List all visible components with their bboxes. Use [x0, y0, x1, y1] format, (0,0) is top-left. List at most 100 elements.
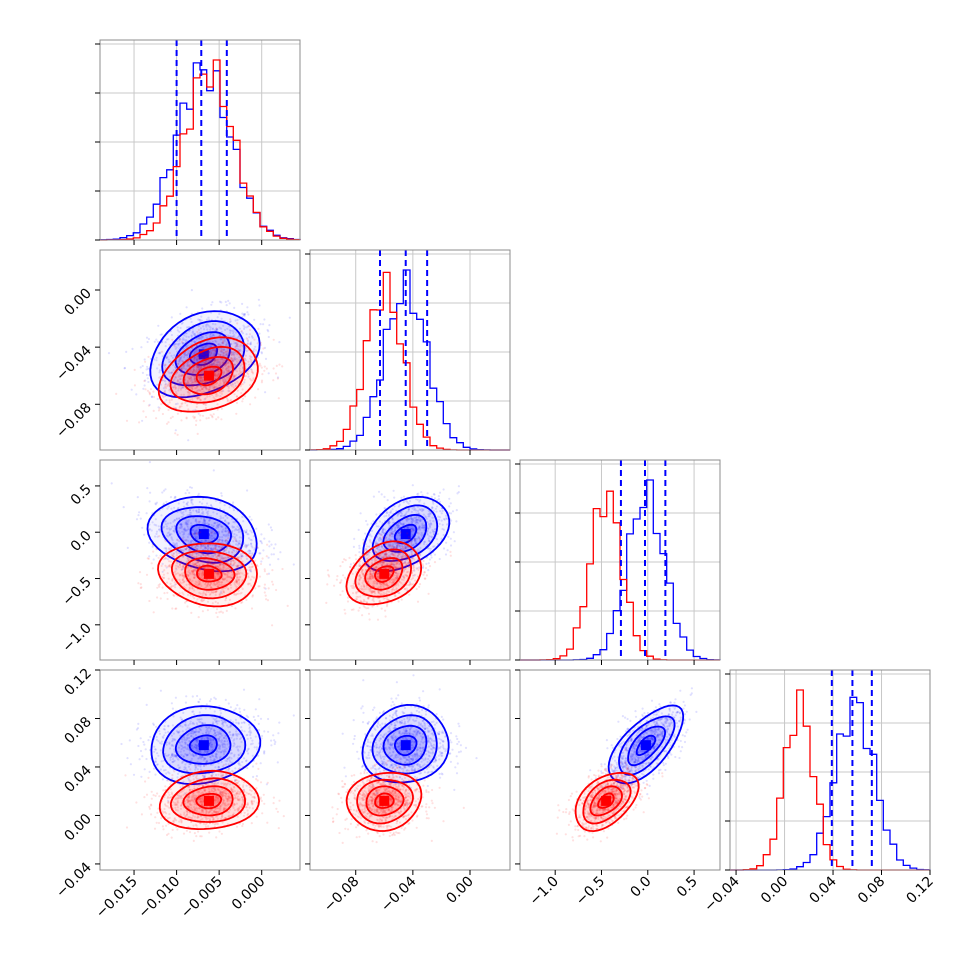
- scatter-point: [244, 354, 247, 357]
- scatter-point: [196, 390, 199, 393]
- scatter-point: [247, 575, 250, 578]
- scatter-point: [180, 374, 183, 377]
- scatter-point: [249, 569, 252, 573]
- scatter-point: [204, 586, 208, 589]
- scatter-point: [212, 583, 215, 586]
- scatter-point: [427, 569, 430, 572]
- scatter-point: [195, 564, 199, 568]
- scatter-point: [235, 575, 239, 579]
- scatter-point: [233, 549, 236, 552]
- scatter-point: [267, 523, 270, 526]
- scatter-point: [204, 522, 207, 525]
- scatter-point: [238, 369, 241, 372]
- scatter-point: [197, 508, 200, 511]
- scatter-point: [227, 571, 230, 574]
- scatter-point: [192, 569, 195, 573]
- scatter-point: [219, 379, 222, 382]
- scatter-point: [269, 526, 272, 529]
- scatter-point: [245, 326, 248, 329]
- scatter-point: [188, 364, 191, 367]
- scatter-point: [186, 528, 189, 531]
- scatter-point: [166, 591, 169, 594]
- scatter-point: [214, 571, 217, 574]
- scatter-point: [200, 387, 203, 391]
- scatter-point: [213, 569, 216, 572]
- scatter-point: [212, 469, 215, 472]
- scatter-point: [267, 335, 270, 339]
- scatter-point: [264, 391, 267, 394]
- scatter-point: [250, 544, 253, 548]
- scatter-point: [240, 601, 243, 605]
- scatter-point: [165, 399, 168, 402]
- scatter-point: [163, 391, 166, 394]
- scatter-point: [220, 590, 223, 593]
- scatter-point: [174, 429, 177, 432]
- scatter-point: [151, 545, 154, 548]
- scatter-point: [226, 539, 229, 543]
- scatter-point: [177, 360, 180, 363]
- scatter-point: [197, 357, 200, 360]
- scatter-point: [236, 347, 239, 350]
- scatter-point: [190, 335, 193, 338]
- scatter-point: [179, 377, 182, 381]
- scatter-point: [230, 357, 233, 360]
- scatter-point: [215, 525, 218, 528]
- scatter-point: [204, 555, 207, 558]
- scatter-point: [160, 514, 163, 517]
- scatter-point: [208, 387, 212, 390]
- scatter-point: [195, 564, 198, 567]
- scatter-point: [367, 607, 370, 610]
- scatter-point: [221, 611, 224, 614]
- scatter-point: [189, 508, 192, 511]
- scatter-point: [230, 605, 234, 608]
- scatter-point: [165, 338, 168, 341]
- scatter-point: [231, 559, 234, 562]
- scatter-point: [197, 389, 200, 392]
- scatter-point: [247, 537, 250, 540]
- scatter-point: [186, 361, 190, 364]
- scatter-point: [204, 385, 208, 388]
- scatter-point: [182, 505, 186, 508]
- scatter-point: [449, 502, 452, 505]
- scatter-point: [249, 343, 252, 346]
- scatter-point: [145, 373, 148, 377]
- scatter-point: [148, 528, 151, 531]
- scatter-point: [190, 498, 193, 501]
- scatter-point: [236, 565, 240, 568]
- panel-2d-2-1: [325, 484, 460, 621]
- scatter-point: [236, 322, 239, 325]
- scatter-point: [380, 607, 383, 610]
- scatter-point: [187, 391, 190, 395]
- density-peak: [198, 529, 209, 540]
- scatter-point: [208, 519, 211, 522]
- scatter-point: [161, 586, 164, 589]
- scatter-point: [138, 571, 142, 574]
- scatter-point: [174, 347, 177, 350]
- scatter-point: [220, 610, 223, 613]
- scatter-point: [263, 369, 266, 372]
- scatter-point: [221, 568, 224, 571]
- scatter-point: [177, 557, 180, 561]
- scatter-point: [215, 328, 218, 331]
- scatter-point: [178, 330, 181, 333]
- scatter-point: [172, 584, 175, 588]
- scatter-point: [197, 396, 200, 399]
- scatter-point: [234, 593, 238, 597]
- scatter-point: [174, 376, 177, 379]
- scatter-point: [205, 387, 208, 390]
- scatter-point: [188, 393, 191, 396]
- scatter-point: [209, 390, 212, 393]
- scatter-point: [240, 330, 243, 333]
- scatter-point: [245, 529, 248, 532]
- scatter-point: [179, 560, 183, 563]
- scatter-point: [186, 514, 189, 517]
- scatter-point: [224, 328, 227, 332]
- scatter-point: [200, 379, 203, 383]
- scatter-point: [189, 317, 192, 320]
- scatter-point: [203, 518, 206, 522]
- scatter-point: [185, 339, 188, 342]
- scatter-point: [257, 585, 260, 588]
- scatter-point: [172, 381, 175, 384]
- scatter-point: [174, 403, 177, 406]
- scatter-point: [413, 538, 416, 541]
